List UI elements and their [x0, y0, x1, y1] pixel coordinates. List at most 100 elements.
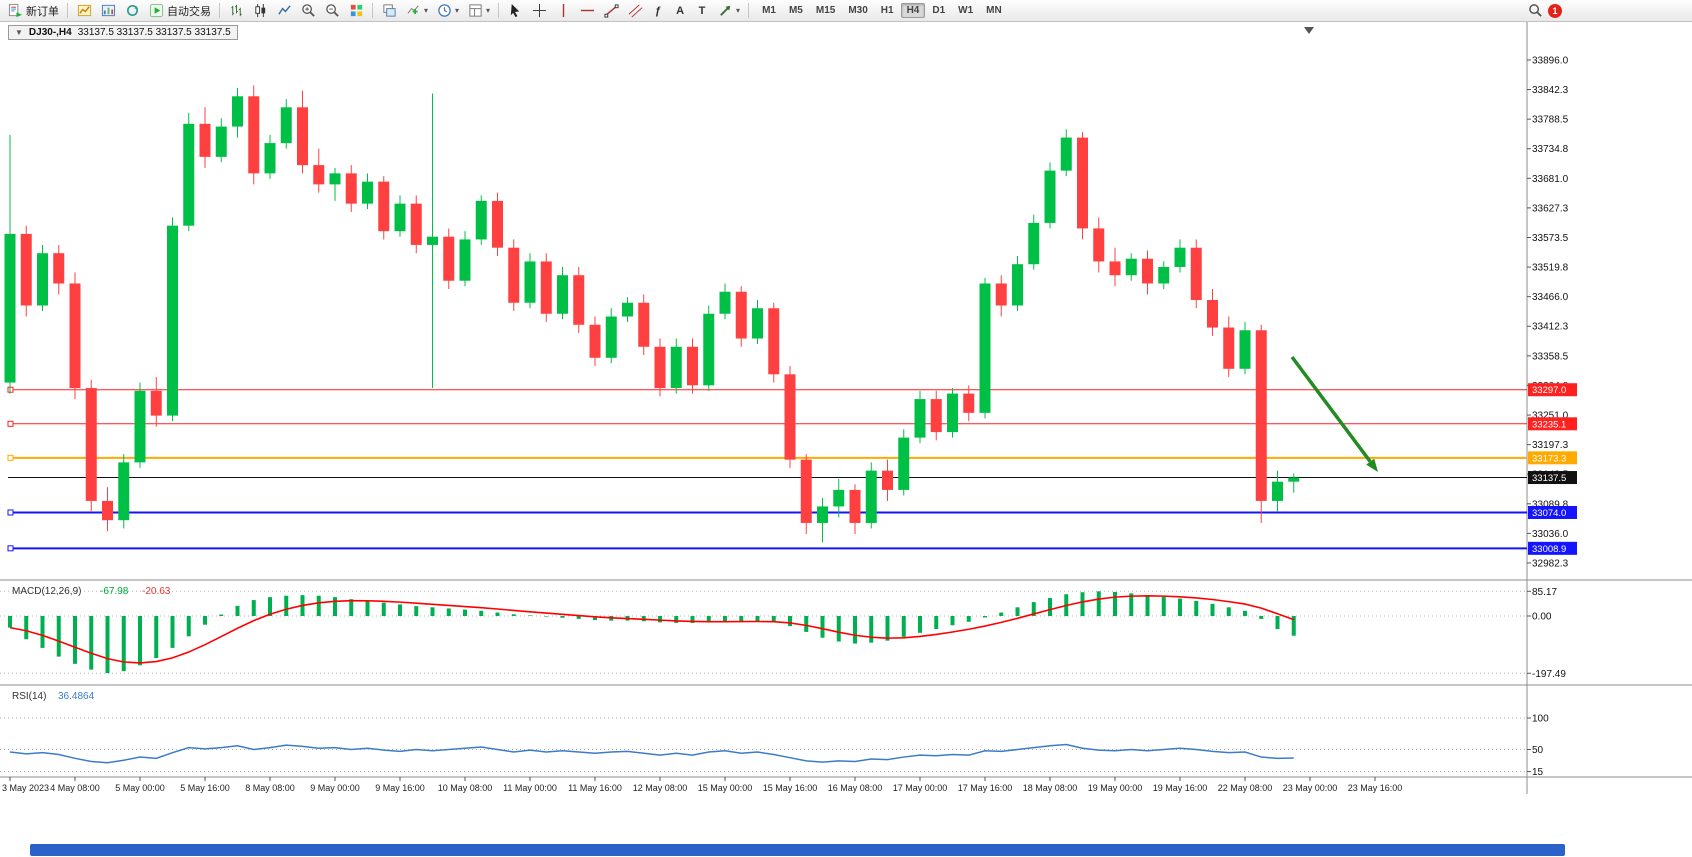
svg-text:-20.63: -20.63	[142, 586, 171, 597]
timeframe-button-h1[interactable]: H1	[880, 5, 894, 16]
templates-button[interactable]: ▾	[464, 2, 493, 20]
horizontal-scrollbar[interactable]	[30, 844, 1565, 856]
timeframe-button-d1[interactable]: D1	[932, 5, 946, 16]
arrows-tool-button[interactable]: ▾	[714, 2, 743, 20]
autotrading-label: 自动交易	[167, 5, 211, 18]
add-indicator-icon	[405, 3, 421, 19]
search-icon	[1527, 3, 1543, 19]
svg-text:33788.5: 33788.5	[1532, 115, 1569, 126]
toolbar-separator	[498, 3, 500, 18]
svg-text:100: 100	[1532, 714, 1549, 725]
horizontal-line-tool-button[interactable]	[576, 2, 598, 20]
chevron-down-icon: ▾	[455, 6, 460, 15]
svg-text:11 May 16:00: 11 May 16:00	[568, 783, 622, 793]
timeframe-button-m30[interactable]: M30	[848, 5, 868, 16]
panel-separators	[0, 22, 1692, 794]
trend-arrow[interactable]	[1290, 355, 1378, 472]
bar-chart-mode-button[interactable]	[225, 2, 247, 20]
svg-text:33627.3: 33627.3	[1532, 203, 1569, 214]
svg-text:32982.3: 32982.3	[1532, 558, 1569, 569]
svg-text:3 May 2023: 3 May 2023	[2, 783, 49, 793]
autotrading-play-icon	[148, 3, 164, 19]
svg-text:RSI(14): RSI(14)	[12, 691, 46, 702]
svg-text:0.00: 0.00	[1532, 612, 1552, 623]
price-tags: 33297.0 33235.1 33173.3 33137.5 33074.0 33008…	[1528, 383, 1577, 555]
zoom-out-button[interactable]	[321, 2, 343, 20]
chevron-down-icon: ▾	[736, 6, 741, 15]
svg-text:10 May 08:00: 10 May 08:00	[438, 783, 493, 793]
svg-text:9 May 16:00: 9 May 16:00	[375, 783, 425, 793]
svg-text:23 May 00:00: 23 May 00:00	[1283, 783, 1338, 793]
chevron-down-icon: ▾	[424, 6, 429, 15]
timeframe-button-m15[interactable]: M15	[815, 5, 836, 16]
indicators-button[interactable]: ▾	[402, 2, 431, 20]
svg-text:MACD(12,26,9): MACD(12,26,9)	[12, 586, 81, 597]
vertical-line-icon	[555, 3, 571, 19]
label-icon: T	[698, 4, 706, 17]
svg-text:85.17: 85.17	[1532, 587, 1557, 598]
candlesticks	[4, 85, 1300, 543]
svg-text:15 May 16:00: 15 May 16:00	[763, 783, 818, 793]
timeframe-button-h4[interactable]: H4	[900, 3, 926, 18]
bar-chart-icon	[228, 3, 244, 19]
trendline-icon	[603, 3, 619, 19]
notification-badge[interactable]: 1	[1548, 3, 1562, 18]
trendline-tool-button[interactable]	[600, 2, 622, 20]
svg-text:33681.0: 33681.0	[1532, 174, 1569, 185]
tile-windows-button[interactable]	[345, 2, 367, 20]
svg-text:4 May 08:00: 4 May 08:00	[50, 783, 100, 793]
rsi-panel: 100 50 15 RSI(14) 36.4864	[0, 691, 1549, 778]
timeframe-group: M1 M5 M15 M30 H1 H4 D1 W1 MN	[756, 3, 1008, 18]
tile-windows-icon	[348, 3, 364, 19]
charts-window-button[interactable]	[73, 2, 95, 20]
periods-button[interactable]: ▾	[433, 2, 462, 20]
text-tool-button[interactable]: A	[670, 4, 690, 18]
arrange-windows-button[interactable]	[378, 2, 400, 20]
chart-window-icon	[76, 3, 92, 19]
refresh-button[interactable]	[121, 2, 143, 20]
toolbar-separator	[67, 3, 68, 18]
market-watch-button[interactable]	[97, 2, 119, 20]
svg-text:5 May 00:00: 5 May 00:00	[115, 783, 165, 793]
candlestick-mode-button[interactable]	[249, 2, 271, 20]
cursor-icon	[507, 3, 523, 19]
svg-text:15: 15	[1532, 767, 1544, 778]
crosshair-tool-button[interactable]	[528, 2, 550, 20]
svg-text:33197.3: 33197.3	[1532, 440, 1569, 451]
svg-text:33036.0: 33036.0	[1532, 529, 1569, 540]
fibonacci-tool-button[interactable]: ƒ	[648, 4, 668, 18]
autotrading-button[interactable]: 自动交易	[145, 2, 214, 20]
horizontal-level-lines[interactable]	[7, 386, 1527, 552]
channel-tool-button[interactable]	[624, 2, 646, 20]
svg-text:33896.0: 33896.0	[1532, 55, 1569, 66]
new-order-button[interactable]: 新订单	[4, 2, 62, 20]
candlestick-icon	[252, 3, 268, 19]
cursor-tool-button[interactable]	[504, 2, 526, 20]
svg-text:17 May 00:00: 17 May 00:00	[893, 783, 948, 793]
channel-icon	[627, 3, 643, 19]
search-button[interactable]	[1524, 2, 1546, 20]
time-axis: 3 May 2023 4 May 08:00 5 May 00:00 5 May 16…	[2, 777, 1402, 793]
chevron-down-icon: ▾	[486, 6, 491, 15]
price-chart[interactable]: 33896.0 33842.3 33788.5 33734.8 33681.0 33627…	[0, 22, 1692, 814]
vertical-line-tool-button[interactable]	[552, 2, 574, 20]
svg-text:33074.0: 33074.0	[1532, 508, 1566, 519]
line-chart-mode-button[interactable]	[273, 2, 295, 20]
macd-panel: 85.17 0.00 -197.49 MACD(12,26,9) -67.98 -20.6…	[0, 586, 1566, 680]
svg-text:33089.8: 33089.8	[1532, 499, 1569, 510]
timeframe-button-mn[interactable]: MN	[986, 5, 1002, 16]
timeframe-button-m1[interactable]: M1	[762, 5, 776, 16]
chart-shift-marker[interactable]	[1304, 27, 1314, 34]
arrow-tool-icon	[717, 3, 733, 19]
zoom-in-button[interactable]	[297, 2, 319, 20]
label-tool-button[interactable]: T	[692, 4, 712, 18]
svg-text:33358.5: 33358.5	[1532, 351, 1569, 362]
chevron-down-icon[interactable]: ▼	[15, 28, 23, 37]
text-icon: A	[676, 4, 685, 17]
svg-text:33573.5: 33573.5	[1532, 233, 1569, 244]
svg-text:9 May 00:00: 9 May 00:00	[310, 783, 360, 793]
svg-text:33251.0: 33251.0	[1532, 411, 1569, 422]
timeframe-button-w1[interactable]: W1	[958, 5, 974, 16]
timeframe-button-m5[interactable]: M5	[788, 5, 803, 16]
